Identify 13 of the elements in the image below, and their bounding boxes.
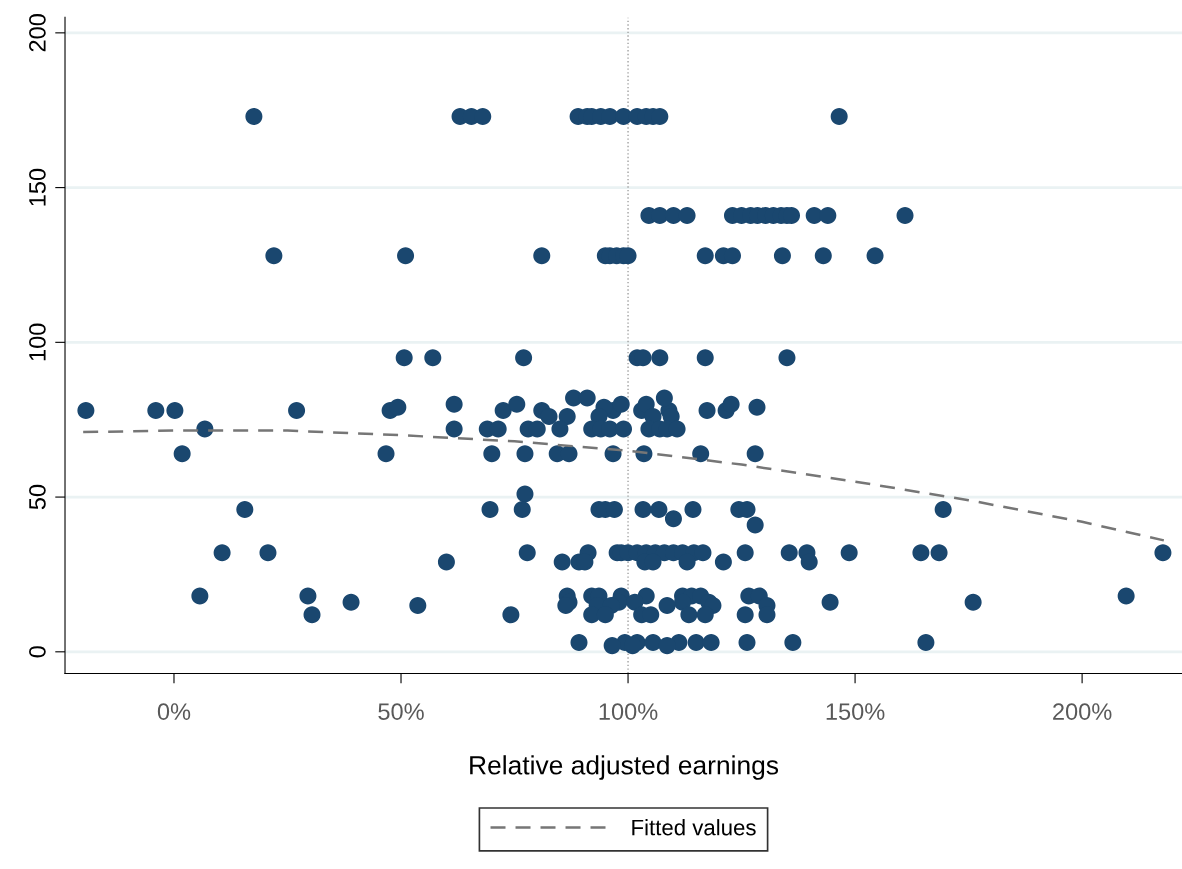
x-axis-title: Relative adjusted earnings xyxy=(470,755,779,780)
y-tick-label: 0 xyxy=(29,646,46,658)
line-series xyxy=(81,429,1166,542)
y-tick-label: 50 xyxy=(29,484,46,510)
y-tick-label: 150 xyxy=(29,168,46,206)
x-tick-label: 150% xyxy=(826,703,885,720)
y-tick-label: 100 xyxy=(29,323,46,361)
y-tick-label: 200 xyxy=(29,14,46,52)
x-tick-label: 100% xyxy=(599,703,658,720)
text: Fitted values xyxy=(632,819,756,836)
x-tick-label: 200% xyxy=(1053,703,1112,720)
x-tick-label: 50% xyxy=(378,703,424,720)
x-tick-label: 0% xyxy=(157,703,191,720)
